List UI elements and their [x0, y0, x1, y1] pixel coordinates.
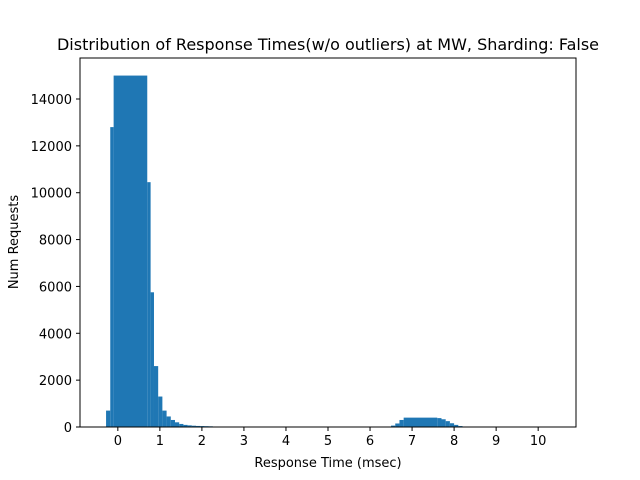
histogram-bar	[403, 417, 438, 427]
histogram-bar	[441, 419, 446, 427]
histogram-bar	[395, 423, 400, 427]
histogram-bar	[106, 410, 111, 427]
x-axis-ticks: 0 1 2 3 4 5 6 7 8 9 10	[114, 427, 547, 449]
x-tick-label: 1	[156, 434, 164, 449]
y-tick-label: 0	[64, 421, 72, 436]
histogram-bar	[454, 424, 459, 427]
x-tick-label: 5	[324, 434, 332, 449]
histogram-bar	[183, 424, 188, 427]
histogram-bar	[175, 422, 180, 427]
histogram-bar	[391, 425, 396, 427]
x-axis-label: Response Time (msec)	[254, 456, 401, 471]
bars-layer	[106, 75, 467, 428]
x-tick-label: 6	[366, 434, 374, 449]
x-tick-label: 10	[530, 434, 547, 449]
x-tick-label: 3	[240, 434, 248, 449]
x-tick-label: 0	[114, 434, 122, 449]
histogram-bar	[399, 419, 404, 427]
histogram-bar	[158, 396, 163, 427]
histogram-bar	[147, 182, 151, 427]
y-tick-label: 10000	[31, 187, 72, 202]
histogram-bar	[437, 418, 442, 427]
histogram-bar	[179, 423, 184, 427]
chart-title: Distribution of Response Times(w/o outli…	[57, 35, 599, 54]
y-tick-label: 14000	[31, 93, 72, 108]
histogram-bar	[153, 366, 159, 427]
histogram-bar	[150, 292, 154, 427]
x-tick-label: 9	[492, 434, 500, 449]
histogram-bar	[196, 425, 201, 427]
y-tick-label: 8000	[39, 234, 72, 249]
x-tick-label: 8	[450, 434, 458, 449]
y-axis-ticks: 0 2000 4000 6000 8000 10000 12000 14000	[31, 93, 80, 436]
histogram-bar	[166, 416, 171, 427]
histogram-bar	[449, 423, 455, 427]
x-tick-label: 2	[198, 434, 206, 449]
histogram-bar	[170, 419, 175, 427]
histogram-bar	[113, 75, 148, 427]
y-tick-label: 4000	[39, 327, 72, 342]
y-tick-label: 6000	[39, 280, 72, 295]
x-tick-label: 4	[282, 434, 290, 449]
histogram-bar	[110, 127, 114, 428]
histogram-bar	[187, 425, 192, 427]
y-tick-label: 2000	[39, 374, 72, 389]
histogram-bar	[162, 410, 167, 427]
histogram-bar	[191, 425, 197, 427]
y-axis-label: Num Requests	[7, 195, 22, 290]
histogram-bar	[445, 421, 450, 427]
x-tick-label: 7	[408, 434, 416, 449]
y-tick-label: 12000	[31, 140, 72, 155]
